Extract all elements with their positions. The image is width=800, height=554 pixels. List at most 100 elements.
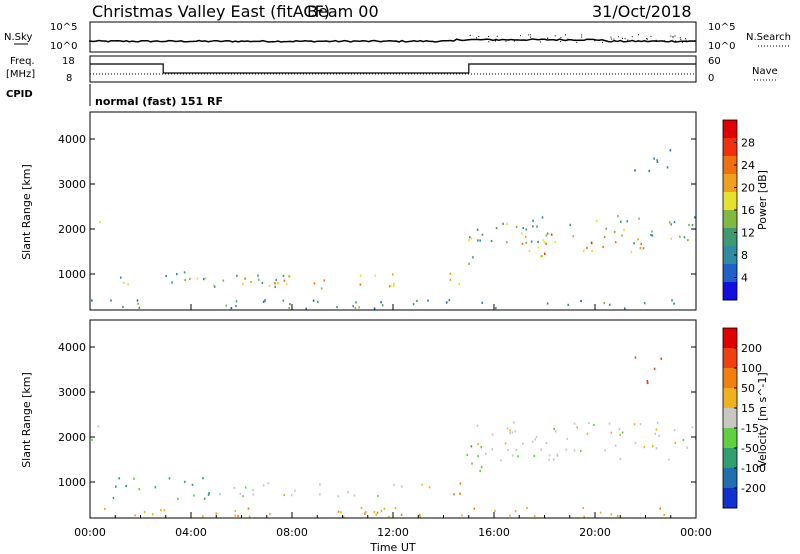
vel-echo-cell (610, 513, 613, 516)
power-echo-cell (532, 219, 534, 222)
vel-echo-cell (522, 442, 524, 445)
power-echo-cell (666, 166, 669, 169)
velocity-colorbar: 200 100 50 15 -15 -50 -100 -200 (722, 327, 766, 509)
power-echo-cell (545, 234, 548, 237)
vel-echo-cell (658, 434, 660, 437)
power-echo-cell (262, 300, 265, 303)
colorbar-swatch (723, 368, 737, 389)
power-echo-cell (448, 299, 451, 302)
power-echo-cell (668, 221, 671, 224)
power-echo-cell (521, 242, 524, 245)
nsearch-point (691, 40, 693, 42)
power-echo-cell (468, 239, 470, 242)
power-echo-cell (537, 240, 539, 243)
vel-echo-cell (428, 486, 431, 489)
nsearch-point (680, 38, 682, 40)
vel-echo-cell (553, 458, 555, 461)
nsearch-point (494, 40, 496, 42)
x-tick-label: 16:00 (478, 526, 510, 539)
nsearch-point (469, 34, 471, 36)
power-echo-cell (543, 241, 546, 244)
power-echo-cell (624, 307, 626, 310)
date-label: 31/Oct/2018 (592, 2, 692, 21)
power-echo-cell (642, 247, 645, 250)
vel-echo-cell (654, 432, 656, 435)
nsearch-point (670, 35, 672, 37)
velocity-ylabel: Slant Range [km] (20, 372, 33, 468)
power-echo-cell (630, 250, 633, 254)
power-echo-cell (506, 241, 508, 244)
vel-echo-cell (290, 494, 293, 497)
power-echo-cell (515, 225, 518, 229)
power-echo-cell (613, 231, 616, 234)
vel-echo-cell (319, 483, 321, 486)
vel-echo-cell (504, 442, 507, 445)
vel-echo-cell (252, 489, 254, 492)
power-echo-cell (336, 306, 338, 309)
vel-echo-cell (686, 446, 688, 449)
nsearch-point (567, 38, 569, 40)
vel-echo-cell (337, 495, 339, 498)
y-tick-label: 3000 (58, 178, 86, 191)
power-echo-cell (183, 271, 186, 274)
power-echo-cell (596, 219, 598, 223)
vel-echo-cell (634, 356, 637, 359)
power-echo-cell (458, 282, 460, 286)
vel-echo-cell (380, 509, 383, 512)
vel-echo-cell (646, 380, 649, 383)
power-echo-cell (222, 279, 225, 282)
power-echo-cell (609, 303, 611, 306)
power-echo-cell (390, 284, 392, 288)
power-echo-cell (381, 304, 384, 307)
y-tick-label: 4000 (58, 133, 86, 146)
vel-echo-cell (466, 453, 468, 456)
power-echo-cell (495, 307, 497, 310)
vel-echo-cell (586, 432, 589, 435)
power-echo-cell (225, 304, 227, 307)
power-echo-cell (137, 302, 139, 305)
vel-echo-cell (526, 506, 528, 510)
nsearch-point (576, 41, 578, 43)
colorbar-swatch (723, 174, 737, 193)
nsearch-point (655, 40, 657, 42)
vel-echo-cell (668, 458, 670, 461)
vel-echo-cell (616, 515, 619, 518)
colorbar-swatch (723, 468, 737, 489)
power-echo-cell (537, 246, 540, 249)
vel-echo-cell (491, 433, 494, 436)
power-echo-cell (317, 300, 319, 303)
power-echo-cell (313, 282, 316, 285)
vel-echo-cell (556, 453, 559, 456)
vel-echo-cell (646, 381, 649, 385)
freq-unit-label: [MHz] (6, 69, 35, 80)
x-tick-label: 08:00 (276, 526, 308, 539)
power-echo-cell (445, 301, 448, 304)
power-colorbar: 4 8 12 16 20 24 28 (722, 119, 755, 301)
x-tick-label: 12:00 (377, 526, 409, 539)
cpid-label: CPID (6, 89, 33, 100)
power-echo-cell (236, 274, 238, 277)
vel-echo-cell (400, 513, 403, 516)
vel-echo-cell (419, 515, 421, 518)
vel-echo-cell (509, 432, 511, 435)
vel-echo-cell (619, 433, 621, 436)
vel-echo-cell (477, 455, 479, 458)
vel-echo-cell (418, 513, 421, 516)
vel-echo-cell (377, 494, 379, 498)
vel-echo-cell (533, 515, 536, 518)
colorbar-tick-label: 28 (741, 137, 755, 150)
vel-echo-cell (247, 507, 250, 510)
colorbar-tick-label: 50 (741, 382, 755, 395)
vel-echo-cell (651, 444, 654, 448)
x-axis-label: Time UT (369, 541, 415, 554)
colorbar-tick-label: 8 (741, 249, 748, 262)
vel-echo-cell (383, 507, 386, 510)
colorbar-tick-label: -15 (741, 422, 759, 435)
vel-echo-cell (283, 493, 285, 497)
power-echo-cell (617, 215, 619, 218)
vel-echo-cell (421, 483, 423, 486)
colorbar-swatch (723, 428, 737, 449)
nsearch-point (560, 37, 562, 39)
power-y-axis: 1000 2000 3000 4000 (58, 133, 696, 281)
vel-echo-cell (506, 427, 509, 430)
